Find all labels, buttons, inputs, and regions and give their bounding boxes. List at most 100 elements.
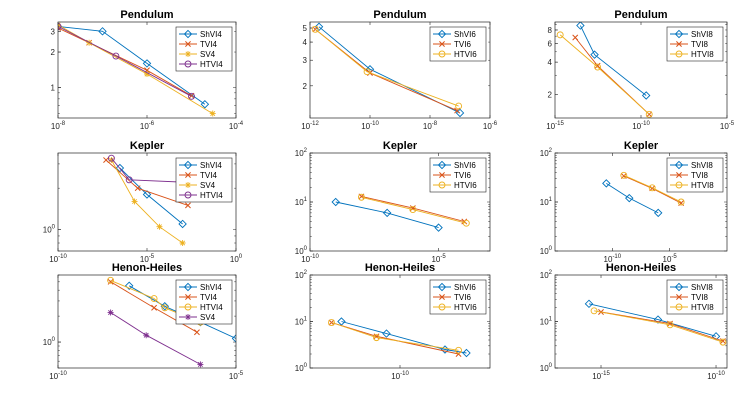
chart-title: Pendulum bbox=[373, 9, 426, 21]
legend-label: TVI6 bbox=[454, 171, 471, 180]
legend-label: HTVI8 bbox=[691, 50, 714, 59]
y-tick-label-2: 101 bbox=[540, 317, 553, 327]
data-point bbox=[590, 307, 598, 315]
y-tick-label-2: 3 bbox=[303, 56, 308, 65]
data-point bbox=[107, 154, 115, 162]
x-tick-label-2: 10-10 bbox=[361, 121, 379, 131]
y-tick-label-2: 101 bbox=[540, 197, 553, 207]
data-point bbox=[179, 240, 186, 247]
legend-label: TVI6 bbox=[454, 293, 471, 302]
data-point bbox=[328, 319, 335, 326]
data-point bbox=[112, 52, 120, 60]
chart-panel-7: Henon-Heiles 10-10 10-5 100 ShVI4TVI4HTVI4SV… bbox=[43, 262, 244, 381]
x-tick-label-4: 10-6 bbox=[483, 121, 498, 131]
data-point bbox=[142, 190, 152, 199]
data-point bbox=[131, 198, 138, 205]
series-line bbox=[623, 174, 682, 203]
axes-box bbox=[554, 152, 728, 252]
data-point bbox=[455, 102, 463, 110]
x-tick-label-3: 100 bbox=[230, 254, 243, 264]
legend-label: TVI4 bbox=[200, 40, 217, 49]
y-tick-label-3: 3 bbox=[51, 27, 56, 36]
series-line bbox=[58, 25, 206, 105]
data-point bbox=[666, 321, 674, 329]
chart-title: Kepler bbox=[383, 140, 418, 152]
legend-marker bbox=[185, 294, 191, 300]
chart-title: Kepler bbox=[130, 140, 165, 152]
data-point bbox=[363, 68, 371, 76]
x-tick-label-1: 10-8 bbox=[51, 121, 66, 131]
data-point bbox=[590, 50, 599, 59]
data-point bbox=[144, 71, 150, 78]
x-tick-label-3: 10-8 bbox=[423, 121, 438, 131]
data-point bbox=[328, 319, 335, 326]
legend-label: ShVI8 bbox=[691, 30, 713, 39]
legend-marker bbox=[184, 60, 192, 68]
series-line bbox=[58, 27, 192, 97]
legend-marker bbox=[183, 29, 193, 39]
x-tick-label-2: 10-6 bbox=[140, 121, 155, 131]
y-tick-label-3: 102 bbox=[540, 270, 553, 280]
data-point bbox=[58, 22, 62, 30]
legend-label: TVI8 bbox=[691, 293, 708, 302]
legend-marker bbox=[183, 160, 193, 170]
series-line bbox=[111, 157, 192, 183]
chart-title: Henon-Heiles bbox=[112, 262, 182, 274]
data-point bbox=[641, 91, 651, 100]
data-point bbox=[648, 184, 656, 192]
data-point bbox=[200, 100, 210, 109]
series-line bbox=[594, 310, 724, 343]
data-point bbox=[653, 315, 663, 324]
legend-marker bbox=[184, 191, 192, 199]
data-point bbox=[382, 208, 392, 218]
series-line bbox=[559, 34, 650, 115]
y-tick-label-3: 102 bbox=[295, 270, 308, 280]
y-tick-label-1: 100 bbox=[43, 337, 56, 347]
series-htvi6 bbox=[328, 319, 462, 354]
series-line bbox=[361, 196, 467, 224]
legend-marker bbox=[674, 160, 684, 170]
legend-label: HTVI6 bbox=[454, 181, 477, 190]
y-tick-label-3: 102 bbox=[295, 148, 308, 158]
data-point bbox=[382, 329, 391, 338]
x-tick-label-1: 10-10 bbox=[301, 254, 319, 264]
data-point bbox=[193, 329, 200, 336]
series-line bbox=[331, 322, 459, 351]
data-point bbox=[197, 361, 204, 368]
legend-marker bbox=[439, 294, 445, 300]
axes-box bbox=[554, 21, 728, 119]
x-tick-label-2: 10-5 bbox=[140, 254, 155, 264]
legend-label: HTVI6 bbox=[454, 303, 477, 312]
series-htvi8 bbox=[556, 31, 653, 118]
data-point bbox=[572, 34, 579, 41]
data-point bbox=[160, 302, 170, 311]
legend-marker bbox=[438, 303, 446, 311]
legend-label: HTVI8 bbox=[691, 181, 714, 190]
legend-marker bbox=[674, 29, 684, 39]
x-tick-label-1: 10-12 bbox=[301, 121, 319, 131]
legend-label: TVI4 bbox=[200, 171, 217, 180]
chart-panel-2: Pendulum 10-12 10-10 10-8 10-6 2 3 4 5 ShVI6TVI6H… bbox=[301, 9, 498, 131]
y-tick-label-1: 100 bbox=[43, 225, 56, 235]
x-tick-label-2: 10-10 bbox=[707, 371, 725, 381]
data-point bbox=[125, 176, 133, 184]
legend-marker bbox=[437, 29, 447, 39]
legend-marker bbox=[184, 303, 192, 311]
legend-label: HTVI4 bbox=[200, 60, 223, 69]
legend-label: SV4 bbox=[200, 50, 216, 59]
chart-title: Pendulum bbox=[614, 9, 667, 21]
data-point bbox=[620, 171, 628, 179]
series-line bbox=[588, 303, 717, 337]
y-tick-label-2: 2 bbox=[51, 48, 56, 57]
series-shvi8 bbox=[602, 179, 663, 218]
axes-box bbox=[57, 152, 237, 252]
data-point bbox=[115, 163, 125, 173]
chart-title: Pendulum bbox=[120, 9, 173, 21]
